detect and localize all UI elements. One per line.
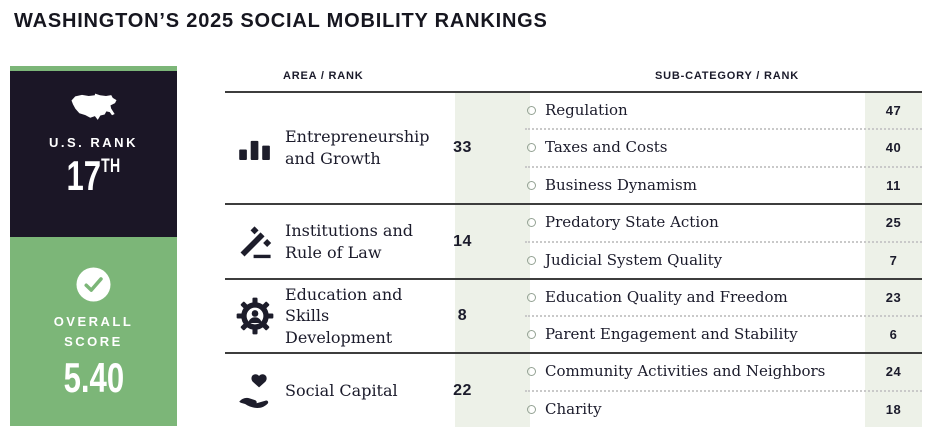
overall-score-label: OVERALL SCORE	[53, 314, 134, 350]
subcategory-list: Regulation 47 Taxes and Costs 40 Busines…	[525, 93, 922, 203]
subcategory-row: Taxes and Costs 40	[525, 130, 922, 168]
subcategory-label: Business Dynamism	[545, 175, 697, 194]
area-rank: 14	[453, 232, 472, 250]
subcategory-rank: 47	[885, 103, 902, 119]
area-rank-column-bg	[455, 93, 530, 427]
column-gutter	[510, 93, 525, 203]
bullet-circle-icon	[527, 180, 536, 190]
area-label: Social Capital	[285, 380, 398, 400]
subcategory-rank-header: SUB-CATEGORY / RANK	[655, 70, 799, 82]
subcategory-row: Parent Engagement and Stability 6	[525, 317, 922, 352]
area-rank: 8	[457, 307, 468, 324]
bullet-circle-icon	[527, 293, 536, 302]
bullet-circle-icon	[527, 404, 536, 414]
area-icon-cell	[225, 280, 285, 352]
subcategory-rank: 11	[886, 177, 901, 193]
area-rank-header: AREA / RANK	[283, 70, 364, 82]
bullet-circle-icon	[527, 218, 536, 228]
heart-hand-icon	[237, 373, 273, 409]
score-sidebar: U.S. RANK 17 TH OVERALL SCORE 5.40	[10, 66, 177, 426]
area-icon-cell	[225, 93, 285, 203]
bar-chart-icon	[238, 137, 272, 160]
overall-score-panel: OVERALL SCORE 5.40	[10, 237, 177, 426]
subcategory-rank-column-bg	[865, 93, 922, 427]
subcategory-rank: 7	[889, 252, 898, 268]
subcategory-label: Community Activities and Neighbors	[545, 362, 826, 380]
bullet-circle-icon	[527, 255, 536, 265]
area-icon-cell	[225, 205, 285, 278]
bullet-circle-icon	[527, 330, 536, 339]
subcategory-label: Judicial System Quality	[545, 250, 723, 269]
bullet-circle-icon	[527, 143, 536, 153]
area-row: Social Capital 22 Community Activities a…	[225, 352, 922, 427]
gavel-icon	[238, 225, 272, 259]
subcategory-rank: 23	[885, 290, 902, 305]
subcategory-rank: 6	[889, 327, 898, 342]
area-row: Education and Skills Development 8 Educa…	[225, 278, 922, 352]
subcategory-rank: 18	[885, 401, 902, 417]
page-title: WASHINGTON’S 2025 SOCIAL MOBILITY RANKIN…	[14, 10, 548, 32]
column-gutter	[510, 205, 525, 278]
bullet-circle-icon	[527, 106, 536, 116]
column-gutter	[510, 354, 525, 427]
subcategory-rank: 40	[885, 140, 902, 156]
subcategory-row: Business Dynamism 11	[525, 168, 922, 203]
subcategory-row: Predatory State Action 25	[525, 205, 922, 243]
area-icon-cell	[225, 354, 285, 427]
subcategory-label: Taxes and Costs	[545, 138, 668, 157]
subcategory-list: Education Quality and Freedom 23 Parent …	[525, 280, 922, 352]
bullet-circle-icon	[527, 367, 536, 377]
us-rank-label: U.S. RANK	[49, 135, 138, 150]
area-row: Institutions and Rule of Law 14 Predator…	[225, 203, 922, 278]
table-rows: Entrepreneurship and Growth 33 Regulatio…	[225, 93, 922, 427]
subcategory-label: Charity	[545, 399, 602, 418]
us-map-icon	[70, 93, 118, 123]
area-label: Education and Skills Development	[285, 284, 403, 347]
area-label: Entrepreneurship and Growth	[285, 127, 430, 168]
subcategory-row: Community Activities and Neighbors 24	[525, 354, 922, 392]
area-row: Entrepreneurship and Growth 33 Regulatio…	[225, 93, 922, 203]
subcategory-row: Education Quality and Freedom 23	[525, 280, 922, 317]
subcategory-label: Predatory State Action	[545, 213, 719, 231]
table-header: AREA / RANK SUB-CATEGORY / RANK	[225, 60, 922, 93]
area-rank: 33	[453, 139, 472, 156]
column-gutter	[510, 280, 525, 352]
subcategory-row: Judicial System Quality 7	[525, 243, 922, 279]
subcategory-label: Parent Engagement and Stability	[545, 324, 798, 343]
subcategory-label: Education Quality and Freedom	[545, 287, 788, 306]
subcategory-label: Regulation	[545, 100, 628, 119]
overall-score-value: 5.40	[63, 354, 124, 402]
subcategory-rank: 24	[885, 364, 902, 380]
subcategory-rank: 25	[885, 215, 902, 231]
gear-person-icon	[236, 297, 274, 335]
check-circle-icon	[76, 267, 111, 302]
subcategory-row: Regulation 47	[525, 93, 922, 131]
us-rank-value: 17 TH	[66, 152, 121, 199]
area-rank: 22	[453, 381, 472, 399]
subcategory-row: Charity 18	[525, 392, 922, 428]
subcategory-list: Community Activities and Neighbors 24 Ch…	[525, 354, 922, 427]
subcategory-list: Predatory State Action 25 Judicial Syste…	[525, 205, 922, 278]
area-label: Institutions and Rule of Law	[285, 220, 413, 262]
rankings-table: AREA / RANK SUB-CATEGORY / RANK Entrepre…	[225, 60, 922, 427]
us-rank-panel: U.S. RANK 17 TH	[10, 71, 177, 237]
